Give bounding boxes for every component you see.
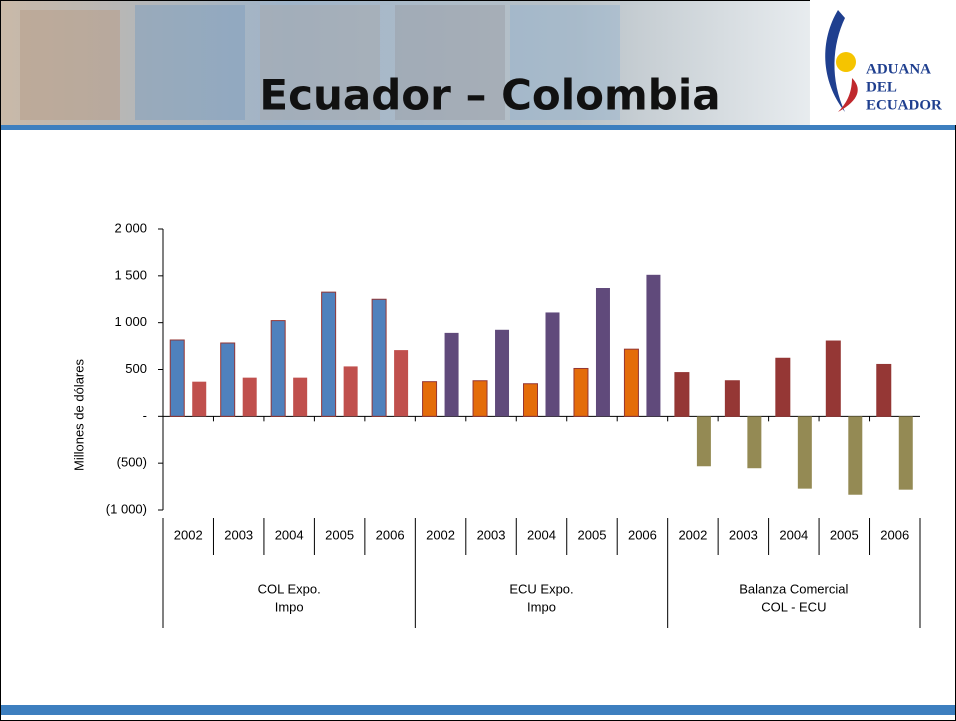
y-tick-label: - (143, 408, 147, 423)
y-tick-label: 1 500 (114, 267, 147, 282)
bar (876, 363, 892, 417)
bar (898, 416, 913, 490)
x-tick-label: 2002 (426, 527, 455, 542)
logo-mark (825, 10, 845, 112)
x-tick-label: 2002 (678, 527, 707, 542)
banner-photo (135, 5, 245, 120)
group-label: ECU Expo. (509, 581, 573, 596)
header-rule (1, 125, 955, 130)
bar (595, 288, 610, 417)
x-tick-label: 2003 (224, 527, 253, 542)
bar (371, 298, 387, 417)
slide-title: Ecuador – Colombia (259, 71, 720, 120)
group-label: Balanza Comercial (739, 581, 848, 596)
bar (674, 372, 690, 417)
y-axis-label: Millones de dólares (71, 359, 86, 472)
bar (646, 274, 661, 417)
x-tick-label: 2004 (275, 527, 304, 542)
footer-rule (1, 705, 955, 715)
bar (444, 332, 459, 417)
logo-mark (836, 52, 856, 72)
logo-mark (838, 78, 858, 112)
x-tick-label: 2004 (779, 527, 808, 542)
x-tick-label: 2003 (729, 527, 758, 542)
bar (192, 381, 207, 417)
x-tick-label: 2006 (628, 527, 657, 542)
x-tick-label: 2005 (578, 527, 607, 542)
bar (724, 380, 740, 417)
banner-photo (20, 10, 120, 120)
bar (394, 350, 409, 417)
bar (270, 320, 286, 417)
logo-text: ADUANA (866, 61, 931, 77)
bar (825, 340, 841, 417)
y-tick-label: 500 (125, 361, 147, 376)
x-tick-label: 2006 (376, 527, 405, 542)
x-tick-label: 2004 (527, 527, 556, 542)
logo-text: DEL (866, 79, 897, 95)
bar (797, 416, 812, 489)
bar (545, 312, 560, 417)
x-tick-label: 2002 (174, 527, 203, 542)
y-tick-label: (500) (117, 455, 147, 470)
group-label: COL - ECU (761, 599, 826, 614)
bar (293, 377, 308, 417)
banner-photo (510, 5, 620, 120)
bar (523, 383, 538, 417)
bar (242, 377, 257, 417)
y-tick-label: (1 000) (106, 501, 147, 516)
bar (220, 342, 236, 417)
bar (169, 339, 185, 417)
bar (343, 366, 358, 417)
group-label: Impo (275, 599, 304, 614)
logo-text: ECUADOR (866, 97, 942, 113)
bar (573, 367, 589, 417)
x-tick-label: 2005 (830, 527, 859, 542)
banner-photo (260, 5, 380, 120)
y-tick-label: 1 000 (114, 314, 147, 329)
bar (848, 416, 863, 495)
bar (775, 357, 791, 417)
bar (623, 348, 639, 417)
x-tick-label: 2003 (477, 527, 506, 542)
bar (422, 381, 438, 417)
group-label: Impo (527, 599, 556, 614)
bar (747, 416, 762, 469)
banner-photo (395, 5, 505, 120)
bar (472, 380, 488, 417)
group-label: COL Expo. (258, 581, 321, 596)
x-tick-label: 2005 (325, 527, 354, 542)
x-tick-label: 2006 (880, 527, 909, 542)
bar (495, 329, 510, 417)
bar (696, 416, 711, 467)
y-tick-label: 2 000 (114, 220, 147, 235)
bar (321, 291, 337, 417)
